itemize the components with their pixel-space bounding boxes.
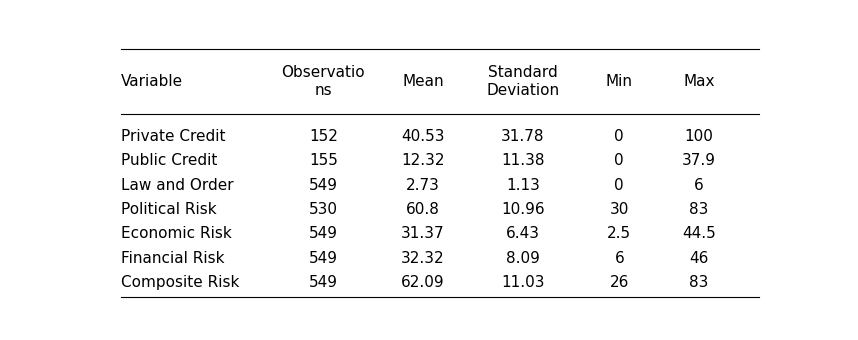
Text: 0: 0 (614, 129, 624, 144)
Text: Economic Risk: Economic Risk (120, 226, 232, 241)
Text: 62.09: 62.09 (402, 275, 445, 290)
Text: 530: 530 (309, 202, 338, 217)
Text: Private Credit: Private Credit (120, 129, 225, 144)
Text: 0: 0 (614, 177, 624, 192)
Text: 6: 6 (694, 177, 704, 192)
Text: 44.5: 44.5 (682, 226, 716, 241)
Text: 549: 549 (309, 275, 338, 290)
Text: 31.78: 31.78 (501, 129, 545, 144)
Text: Composite Risk: Composite Risk (120, 275, 239, 290)
Text: 83: 83 (689, 202, 709, 217)
Text: 32.32: 32.32 (402, 251, 445, 266)
Text: 2.5: 2.5 (607, 226, 631, 241)
Text: Variable: Variable (120, 74, 183, 89)
Text: 6.43: 6.43 (506, 226, 540, 241)
Text: 40.53: 40.53 (402, 129, 444, 144)
Text: 37.9: 37.9 (682, 153, 716, 168)
Text: 6: 6 (614, 251, 624, 266)
Text: 100: 100 (685, 129, 714, 144)
Text: 83: 83 (689, 275, 709, 290)
Text: 549: 549 (309, 177, 338, 192)
Text: 60.8: 60.8 (406, 202, 440, 217)
Text: Law and Order: Law and Order (120, 177, 233, 192)
Text: Min: Min (606, 74, 632, 89)
Text: 0: 0 (614, 153, 624, 168)
Text: 2.73: 2.73 (406, 177, 440, 192)
Text: 11.03: 11.03 (501, 275, 545, 290)
Text: 46: 46 (689, 251, 709, 266)
Text: Max: Max (683, 74, 715, 89)
Text: 10.96: 10.96 (501, 202, 545, 217)
Text: Public Credit: Public Credit (120, 153, 217, 168)
Text: 31.37: 31.37 (402, 226, 445, 241)
Text: 8.09: 8.09 (506, 251, 540, 266)
Text: 549: 549 (309, 251, 338, 266)
Text: 155: 155 (309, 153, 338, 168)
Text: 11.38: 11.38 (501, 153, 545, 168)
Text: Standard
Deviation: Standard Deviation (486, 65, 559, 98)
Text: Observatio
ns: Observatio ns (281, 65, 366, 98)
Text: Mean: Mean (402, 74, 444, 89)
Text: Political Risk: Political Risk (120, 202, 216, 217)
Text: Financial Risk: Financial Risk (120, 251, 224, 266)
Text: 1.13: 1.13 (506, 177, 540, 192)
Text: 549: 549 (309, 226, 338, 241)
Text: 30: 30 (609, 202, 629, 217)
Text: 12.32: 12.32 (402, 153, 444, 168)
Text: 26: 26 (609, 275, 629, 290)
Text: 152: 152 (309, 129, 338, 144)
